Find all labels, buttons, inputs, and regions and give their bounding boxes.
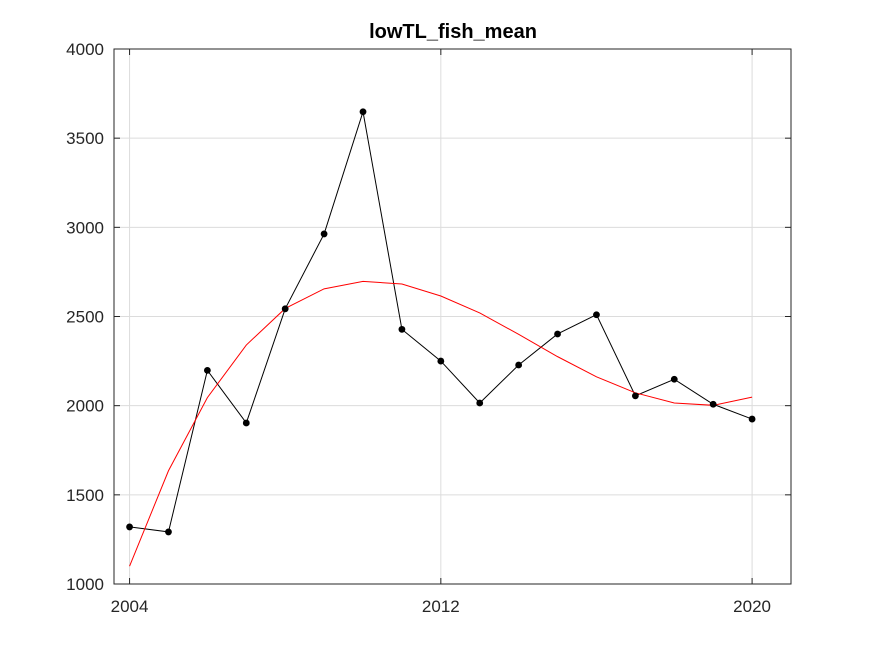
series-1-point [709, 400, 717, 408]
grid-lines [114, 48, 791, 585]
y-tick-label: 2000 [66, 397, 104, 416]
series-1-point [203, 366, 211, 374]
y-tick-label: 4000 [66, 40, 104, 59]
series-1-point [359, 108, 367, 116]
y-tick-label: 2500 [66, 308, 104, 327]
series-1-point [554, 330, 561, 338]
series-1-point [126, 523, 133, 531]
y-tick-label: 3500 [66, 129, 104, 148]
y-tick-label: 3000 [66, 218, 104, 237]
x-tick-label: 2004 [111, 597, 149, 616]
series-1-point [748, 415, 756, 423]
series-1-point [320, 230, 328, 238]
series-2-line [129, 280, 753, 567]
series-1-point [437, 357, 445, 365]
x-tick-label: 2012 [422, 597, 460, 616]
y-tick-label: 1000 [66, 575, 104, 594]
series-1-point [631, 392, 639, 400]
series-1-point [242, 419, 250, 427]
chart-title: lowTL_fish_mean [369, 21, 537, 43]
series-1-point [281, 305, 289, 313]
series-1-point [670, 375, 678, 383]
y-tick-label: 1500 [66, 486, 104, 505]
series-1-point [398, 325, 406, 333]
series-1-point [515, 361, 523, 369]
series-1-point [165, 528, 172, 536]
data-markers [126, 108, 756, 536]
x-tick-label: 2020 [733, 597, 771, 616]
series-1-point [476, 399, 484, 407]
axis-ticks: 1000 1500 2000 2500 3000 3500 4000 2004 2012 2020 [66, 40, 791, 616]
series-1-point [593, 311, 600, 319]
